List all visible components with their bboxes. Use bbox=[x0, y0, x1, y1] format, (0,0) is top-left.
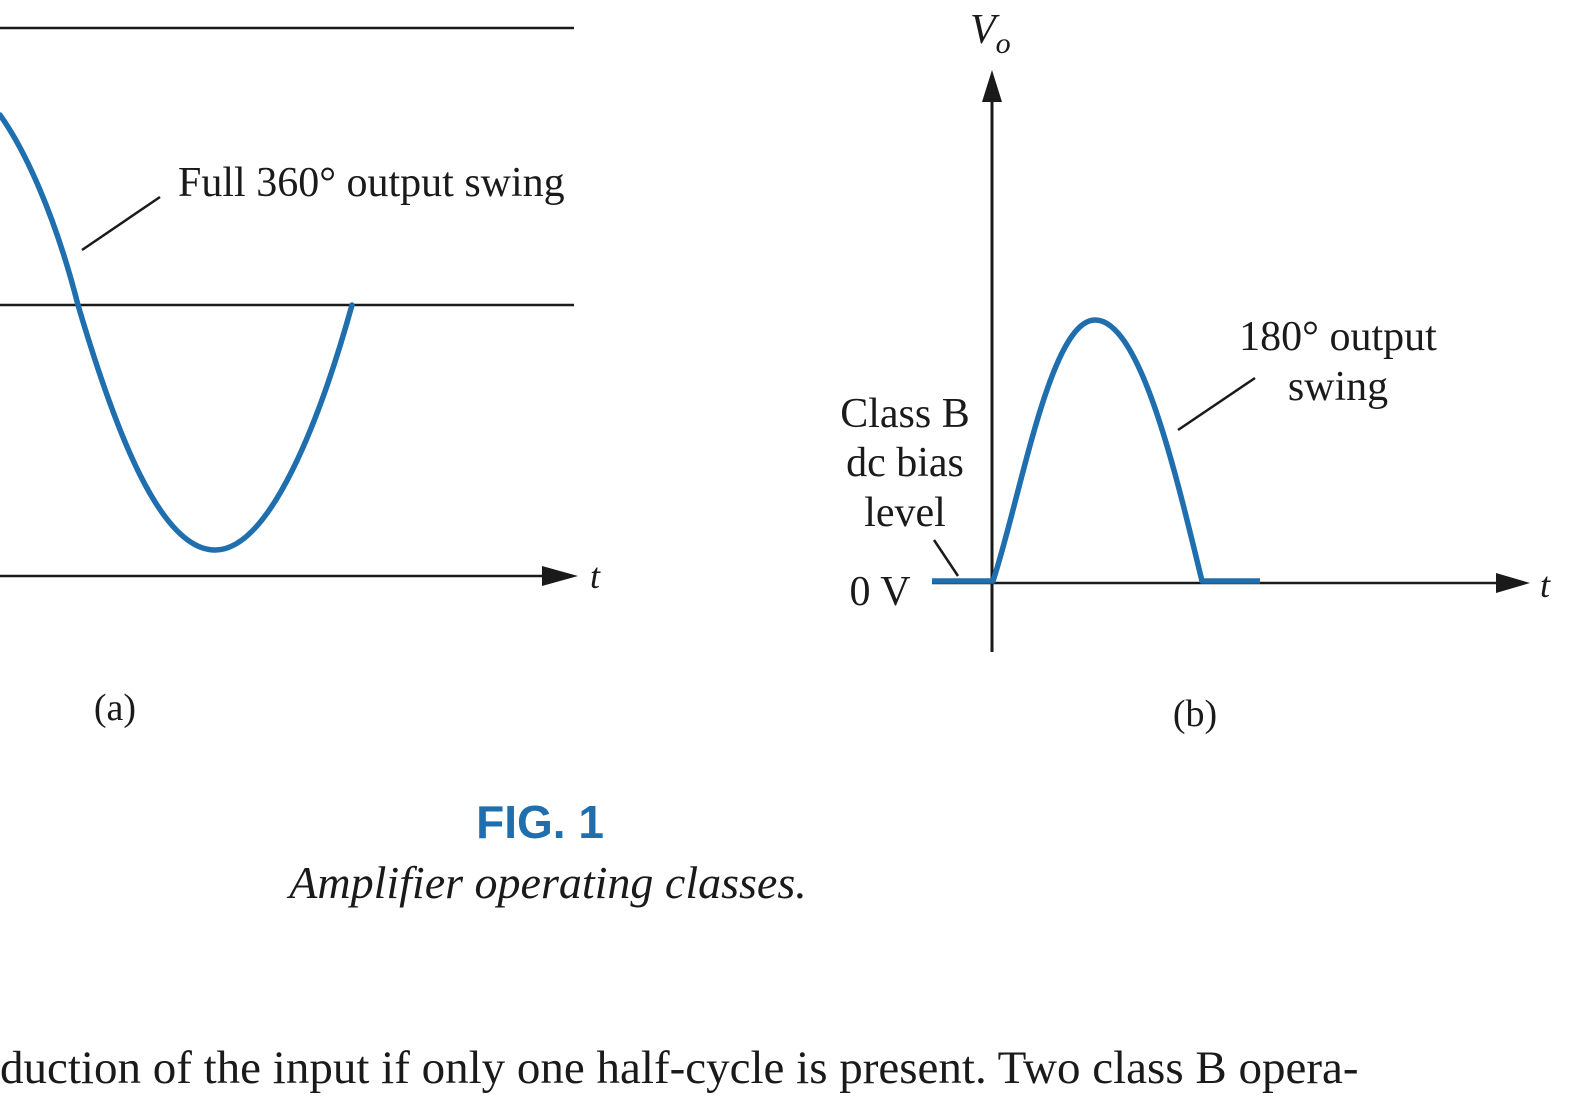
panel-b-bias-label-line3: level bbox=[864, 490, 946, 536]
panel-b-annotation-line1: 180° output bbox=[1239, 314, 1437, 360]
panel-a-output-waveform bbox=[0, 112, 355, 553]
panel-b-bias-label-line1: Class B bbox=[840, 391, 970, 437]
panel-b-bias-label-line2: dc bias bbox=[846, 440, 964, 486]
panel-b-t-label: t bbox=[1540, 565, 1551, 605]
figure-number: FIG. 1 bbox=[476, 796, 604, 848]
panel-b-bias-leader bbox=[932, 539, 960, 577]
panel-a: t Full 360° output swing (a) bbox=[0, 26, 601, 729]
panel-b-vertical-arrow bbox=[982, 70, 1002, 102]
panel-b-caption: (b) bbox=[1173, 693, 1217, 735]
panel-b-annotation-line2: swing bbox=[1288, 364, 1388, 410]
panel-b-time-arrow bbox=[1496, 573, 1530, 593]
panel-b: Vo t 180° output swing Class B dc bias l… bbox=[840, 7, 1551, 735]
panel-b-output-waveform bbox=[932, 317, 1260, 584]
amplifier-classes-figure: t Full 360° output swing (a) Vo t 180° o… bbox=[0, 7, 1551, 908]
panel-a-axis-arrow bbox=[542, 566, 578, 586]
panel-a-t-label: t bbox=[590, 556, 601, 596]
panel-a-caption: (a) bbox=[94, 687, 136, 729]
body-text-line: duction of the input if only one half-cy… bbox=[0, 1042, 1359, 1094]
panel-b-v-letter: V bbox=[970, 7, 1000, 53]
panel-b-vo-label: Vo bbox=[970, 7, 1011, 60]
panel-a-annotation-leader bbox=[81, 195, 161, 252]
panel-b-zero-label: 0 V bbox=[849, 569, 910, 615]
figure-caption: Amplifier operating classes. bbox=[286, 857, 806, 908]
panel-b-annotation-leader bbox=[1177, 376, 1256, 432]
panel-b-v-subscript: o bbox=[996, 27, 1011, 60]
panel-a-annotation: Full 360° output swing bbox=[178, 160, 565, 206]
